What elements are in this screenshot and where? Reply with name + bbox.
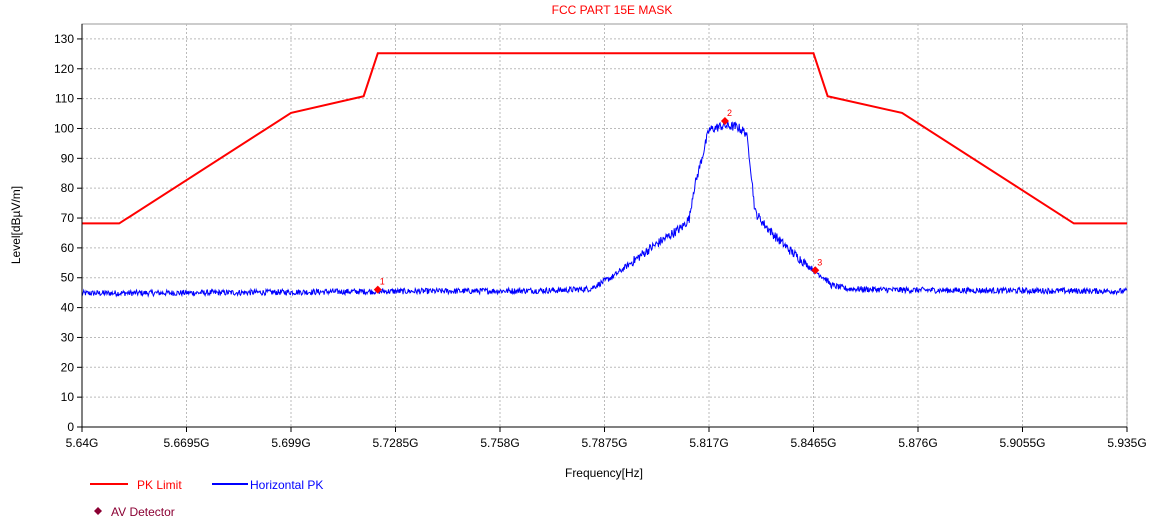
y-tick-label: 120 <box>54 62 74 76</box>
legend-label-av-detector: AV Detector <box>111 505 175 519</box>
x-axis-label: Frequency[Hz] <box>565 466 643 480</box>
marker-label: 2 <box>727 108 732 118</box>
x-tick-label: 5.8465G <box>790 436 836 450</box>
y-tick-label: 40 <box>61 301 75 315</box>
x-tick-label: 5.817G <box>689 436 728 450</box>
x-tick-label: 5.9055G <box>999 436 1045 450</box>
legend-label-pk-limit: PK Limit <box>137 478 182 492</box>
marker-point <box>720 117 729 126</box>
series-layer <box>81 52 1128 298</box>
x-tick-label: 5.7285G <box>372 436 418 450</box>
y-tick-label: 50 <box>61 271 75 285</box>
y-tick-label: 110 <box>55 92 74 106</box>
x-tick-label: 5.935G <box>1107 436 1146 450</box>
y-tick-label: 130 <box>54 32 74 46</box>
y-tick-label: 20 <box>61 360 75 374</box>
tick-layer: 5.64G 5.6695G 5.699G 5.7285G 5.758G 5.7875G 5.… <box>54 32 1147 450</box>
chart-title: FCC PART 15E MASK <box>552 3 673 17</box>
x-tick-label: 5.64G <box>66 436 99 450</box>
marker-point <box>373 285 382 294</box>
marker-layer: 1 2 3 <box>373 108 822 294</box>
y-tick-label: 10 <box>61 390 75 404</box>
y-tick-label: 30 <box>61 330 75 344</box>
y-tick-label: 80 <box>61 181 75 195</box>
y-tick-label: 90 <box>61 151 75 165</box>
y-tick-label: 0 <box>67 420 74 434</box>
y-axis-label: Level[dBµV/m] <box>9 186 23 264</box>
y-tick-label: 60 <box>61 241 75 255</box>
x-tick-label: 5.6695G <box>163 436 209 450</box>
x-tick-label: 5.699G <box>271 436 310 450</box>
legend: PK Limit Horizontal PK AV Detector <box>90 478 323 519</box>
legend-diamond-icon <box>94 507 102 515</box>
series-line-pk-limit <box>82 52 1127 225</box>
x-tick-label: 5.876G <box>898 436 937 450</box>
x-tick-label: 5.758G <box>480 436 519 450</box>
series-line-horizontal-pk <box>81 121 1128 298</box>
marker-label: 3 <box>817 257 822 267</box>
x-tick-label: 5.7875G <box>581 436 627 450</box>
legend-label-horizontal-pk: Horizontal PK <box>250 478 323 492</box>
y-tick-label: 70 <box>61 211 75 225</box>
y-tick-label: 100 <box>54 121 74 135</box>
marker-point <box>811 266 820 275</box>
marker-label: 1 <box>380 277 385 287</box>
